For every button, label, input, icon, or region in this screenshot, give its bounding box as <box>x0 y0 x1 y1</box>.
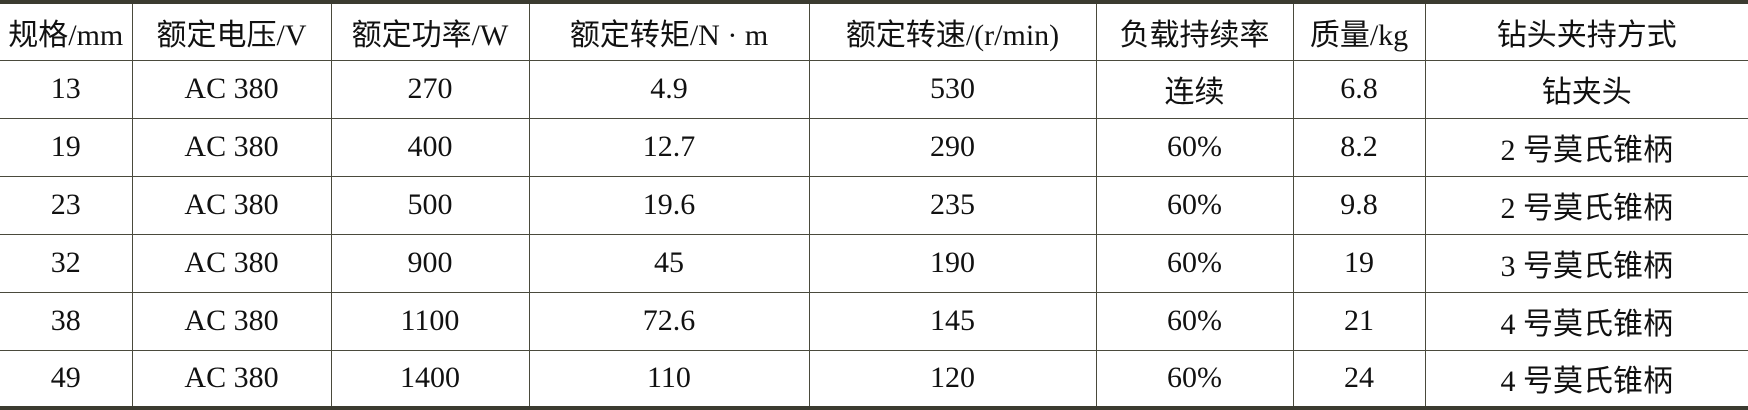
table-cell: 4 号莫氏锥柄 <box>1424 349 1748 409</box>
table-cell: 110 <box>528 349 810 409</box>
table-cell: 190 <box>808 233 1097 293</box>
table-cell: 21 <box>1292 291 1426 351</box>
column-header: 额定电压/V <box>131 1 332 61</box>
table-cell: 4.9 <box>528 59 810 119</box>
table-cell: 38 <box>0 291 133 351</box>
table-row: 49 AC 380 1400 110 120 60% 24 4 号莫氏锥柄 <box>0 349 1748 409</box>
table-cell: 60% <box>1095 349 1294 409</box>
table-cell: 13 <box>0 59 133 119</box>
column-header: 规格/mm <box>0 1 133 61</box>
table-cell: 270 <box>330 59 530 119</box>
table-cell: 2 号莫氏锥柄 <box>1424 117 1748 177</box>
table-cell: 2 号莫氏锥柄 <box>1424 175 1748 235</box>
table-cell: 72.6 <box>528 291 810 351</box>
table-cell: 60% <box>1095 233 1294 293</box>
table-cell: 60% <box>1095 175 1294 235</box>
header-row: 规格/mm 额定电压/V 额定功率/W 额定转矩/N · m 额定转速/(r/min) 负… <box>0 1 1748 61</box>
table-cell: 9.8 <box>1292 175 1426 235</box>
table-cell: AC 380 <box>131 233 332 293</box>
column-header: 钻头夹持方式 <box>1424 1 1748 61</box>
table-cell: 400 <box>330 117 530 177</box>
table-cell: 19 <box>0 117 133 177</box>
table-cell: 23 <box>0 175 133 235</box>
table-cell: AC 380 <box>131 291 332 351</box>
table-cell: 530 <box>808 59 1097 119</box>
table-cell: 3 号莫氏锥柄 <box>1424 233 1748 293</box>
table-cell: 1100 <box>330 291 530 351</box>
table-row: 13 AC 380 270 4.9 530 连续 6.8 钻夹头 <box>0 59 1748 119</box>
column-header: 质量/kg <box>1292 1 1426 61</box>
table-cell: 12.7 <box>528 117 810 177</box>
table-cell: 60% <box>1095 291 1294 351</box>
table-cell: 1400 <box>330 349 530 409</box>
column-header: 额定转矩/N · m <box>528 1 810 61</box>
table-cell: 6.8 <box>1292 59 1426 119</box>
table-row: 38 AC 380 1100 72.6 145 60% 21 4 号莫氏锥柄 <box>0 291 1748 351</box>
table-cell: 290 <box>808 117 1097 177</box>
table-cell: AC 380 <box>131 175 332 235</box>
table-cell: AC 380 <box>131 59 332 119</box>
table-row: 19 AC 380 400 12.7 290 60% 8.2 2 号莫氏锥柄 <box>0 117 1748 177</box>
table-cell: AC 380 <box>131 117 332 177</box>
table-cell: 45 <box>528 233 810 293</box>
table-cell: 19.6 <box>528 175 810 235</box>
table-row: 23 AC 380 500 19.6 235 60% 9.8 2 号莫氏锥柄 <box>0 175 1748 235</box>
column-header: 额定功率/W <box>330 1 530 61</box>
table-cell: 60% <box>1095 117 1294 177</box>
table-cell: 235 <box>808 175 1097 235</box>
table-cell: 4 号莫氏锥柄 <box>1424 291 1748 351</box>
table-row: 32 AC 380 900 45 190 60% 19 3 号莫氏锥柄 <box>0 233 1748 293</box>
table-cell: 900 <box>330 233 530 293</box>
column-header: 额定转速/(r/min) <box>808 1 1097 61</box>
table-cell: 145 <box>808 291 1097 351</box>
column-header: 负载持续率 <box>1095 1 1294 61</box>
table-cell: 8.2 <box>1292 117 1426 177</box>
table-cell: 钻夹头 <box>1424 59 1748 119</box>
table-cell: 连续 <box>1095 59 1294 119</box>
table-cell: 120 <box>808 349 1097 409</box>
table-cell: 24 <box>1292 349 1426 409</box>
table-cell: 49 <box>0 349 133 409</box>
table-cell: 19 <box>1292 233 1426 293</box>
table-cell: AC 380 <box>131 349 332 409</box>
table-cell: 32 <box>0 233 133 293</box>
table-cell: 500 <box>330 175 530 235</box>
